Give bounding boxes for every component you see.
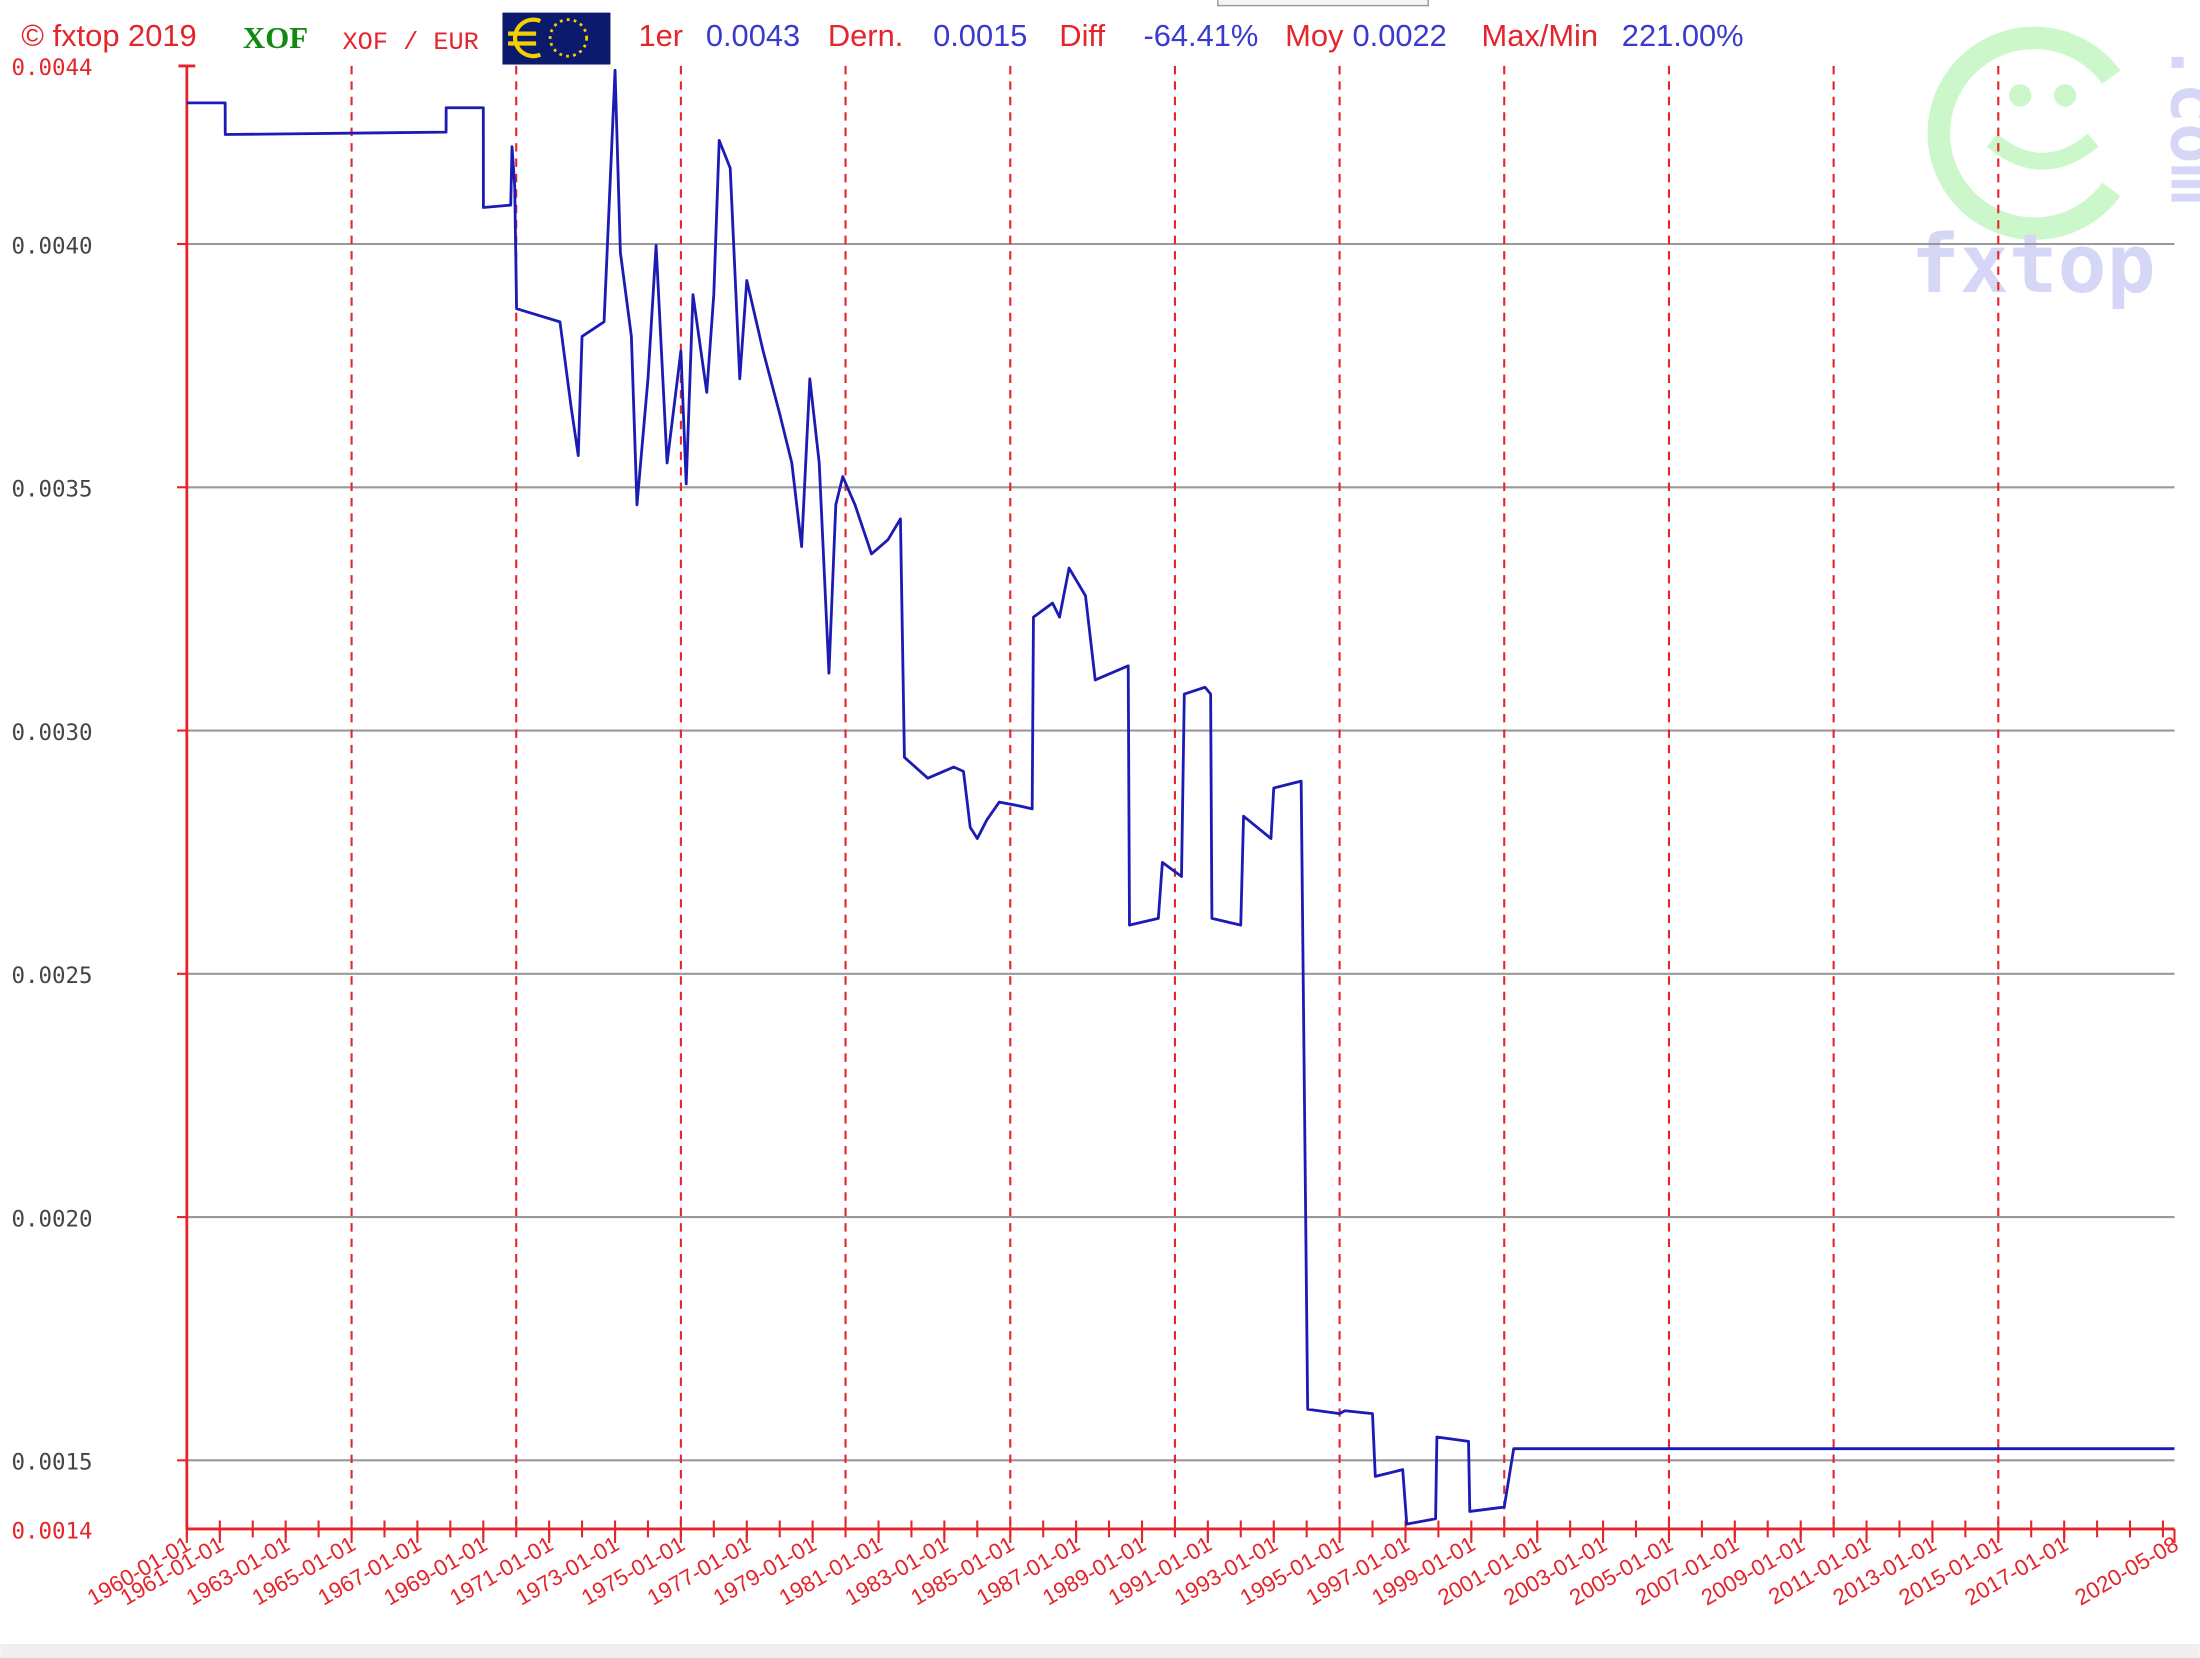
last-label: Dern. — [828, 18, 903, 53]
first-label: 1er — [639, 18, 684, 53]
diff-label: Diff — [1059, 18, 1105, 53]
maxmin-value: 221.00% — [1622, 18, 1744, 53]
currency-pair: XOF / EUR — [343, 28, 479, 57]
diff-value: -64.41% — [1143, 18, 1258, 53]
euro-flag — [502, 12, 611, 65]
avg-label: Moy — [1285, 18, 1344, 53]
avg-value: 0.0022 — [1352, 18, 1446, 53]
top-tab — [1217, 0, 1429, 7]
copyright: © fxtop 2019 — [21, 18, 196, 53]
y-tick-label: 0.0030 — [11, 720, 92, 746]
flag-field — [502, 12, 611, 65]
euro-sign — [508, 17, 542, 59]
y-tick-label: 0.0040 — [11, 233, 92, 259]
first-value: 0.0043 — [706, 18, 800, 53]
watermark-eye — [2053, 84, 2077, 107]
y-tick-label: 0.0014 — [11, 1518, 92, 1544]
y-tick-label: 0.0044 — [11, 55, 92, 81]
y-tick-label: 0.0020 — [11, 1206, 92, 1232]
maxmin-label: Max/Min — [1482, 18, 1599, 53]
watermark-arc — [1927, 26, 2121, 240]
currency-code: XOF — [243, 21, 308, 55]
y-tick-label: 0.0025 — [11, 963, 92, 989]
watermark-suffix: .com — [2156, 42, 2200, 204]
y-tick-label: 0.0035 — [11, 477, 92, 503]
rate-line — [186, 68, 2175, 1526]
watermark-smile — [1986, 133, 2099, 170]
watermark-name: fxtop — [1911, 217, 2156, 312]
y-tick-label: 0.0015 — [11, 1450, 92, 1476]
bottom-strip — [0, 1643, 2200, 1658]
watermark: fxtop .com — [1911, 26, 2200, 312]
last-value: 0.0015 — [933, 18, 1027, 53]
watermark-eye — [2008, 84, 2032, 107]
flag-stars — [548, 18, 589, 58]
